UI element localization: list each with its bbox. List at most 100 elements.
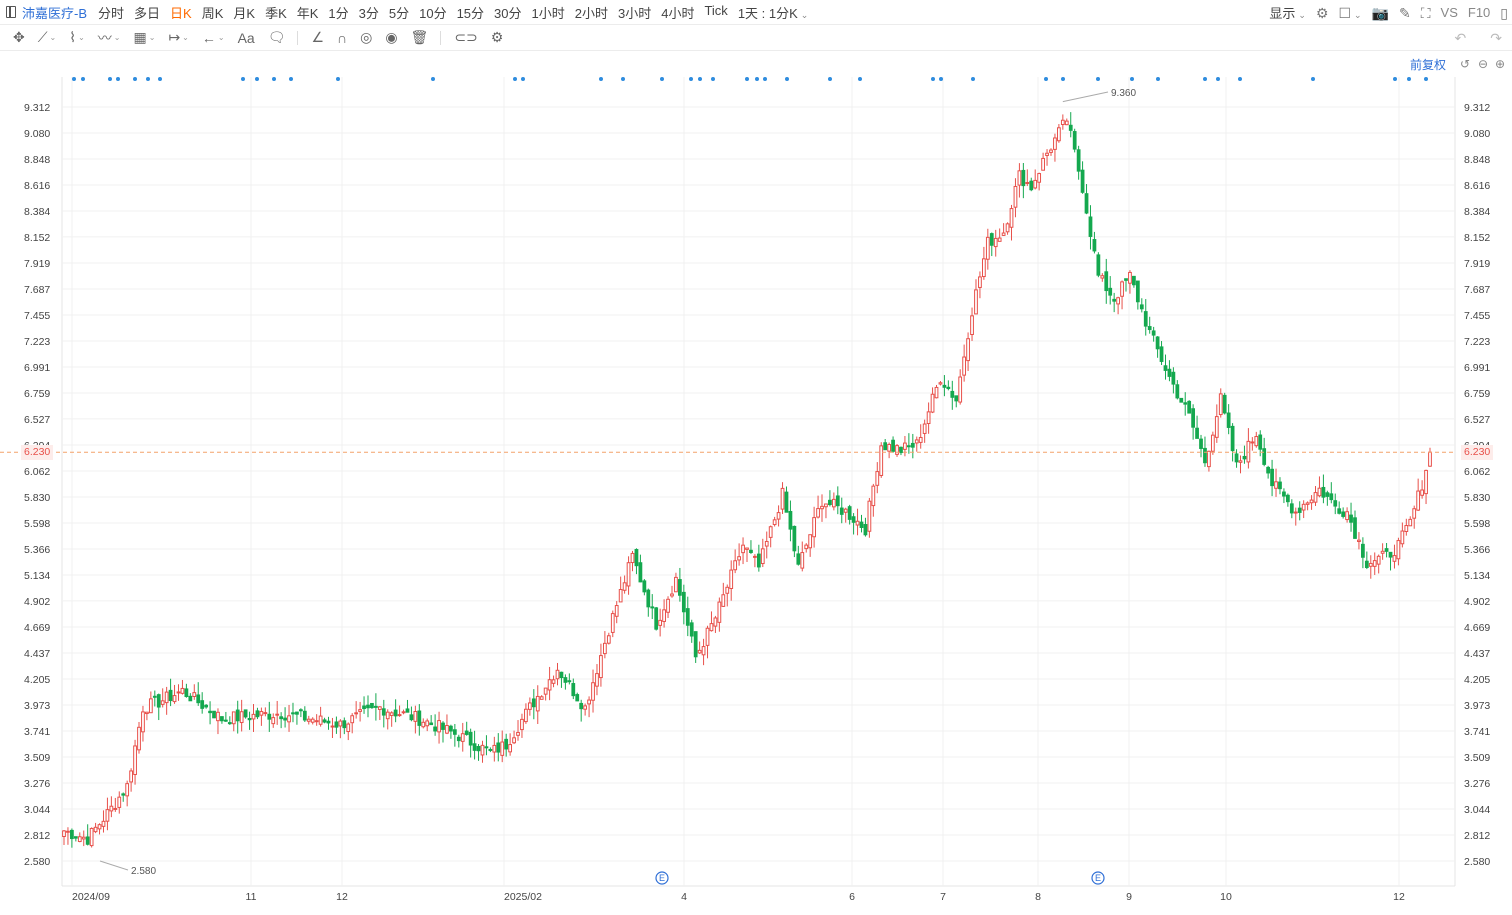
candle-down [1183, 402, 1188, 405]
y-tick-right-16: 5.598 [1464, 518, 1490, 530]
candle-up [1412, 508, 1417, 519]
candle-up [1057, 127, 1061, 142]
move-icon[interactable]: ✥ [13, 29, 25, 45]
y-tick-left-7: 7.687 [24, 284, 50, 296]
period-tab-17[interactable]: Tick [704, 2, 728, 18]
comment-icon[interactable]: 🗨 [267, 29, 286, 45]
redo-icon[interactable]: ↷ [1490, 29, 1502, 46]
period-tab-3[interactable]: 周K [201, 5, 224, 21]
y-tick-left-28: 2.812 [24, 830, 50, 842]
text-tool-icon[interactable]: Aa [237, 29, 255, 46]
signal-marker [1203, 77, 1207, 81]
candle-down [156, 694, 161, 708]
candle-up [105, 809, 110, 822]
period-tab-2[interactable]: 日K [170, 5, 192, 21]
fib-tool-icon[interactable]: ▦ ⌄ [133, 29, 156, 45]
candle-down [839, 507, 844, 515]
period-tab-11[interactable]: 15分 [456, 5, 485, 21]
x-tick-7: 8 [1035, 891, 1041, 903]
vs-compare-button[interactable]: VS [1440, 5, 1458, 20]
link-icon[interactable]: ⊂⊃ [454, 29, 478, 45]
candle-up [930, 393, 935, 413]
candle-down [1021, 169, 1026, 187]
candle-down [531, 698, 536, 708]
pen-icon[interactable]: ∠ [311, 29, 325, 45]
magnet-icon[interactable]: ∩ [337, 29, 348, 46]
period-tab-8[interactable]: 3分 [358, 5, 379, 21]
candle-up [117, 796, 122, 808]
camera-icon[interactable]: 📷 [1371, 4, 1389, 21]
symbol-name[interactable]: 沛嘉医疗-B [22, 5, 88, 21]
trash-icon[interactable]: 🗑 [410, 29, 429, 45]
event-badge-icon[interactable]: E [1091, 871, 1105, 885]
candle-down [1222, 394, 1227, 414]
candle-down [1384, 548, 1389, 552]
event-badge-icon[interactable]: E [655, 871, 669, 885]
candle-up [306, 718, 311, 722]
display-menu[interactable]: 显示 ⌄ [1269, 6, 1306, 21]
f10-button[interactable]: F10 [1467, 5, 1491, 20]
signal-marker [1424, 77, 1428, 81]
candle-down [1199, 438, 1203, 449]
candle-up [89, 827, 94, 847]
period-tab-14[interactable]: 2小时 [574, 5, 608, 21]
period-tab-16[interactable]: 4小时 [661, 5, 695, 21]
zoom-out-icon[interactable]: ⊖ [1478, 57, 1489, 71]
candle-down [223, 719, 228, 722]
candle-down [1068, 124, 1073, 131]
candle-up [630, 552, 635, 564]
interval-select[interactable]: 1天 : 1分K ⌄ [737, 5, 809, 21]
period-tab-10[interactable]: 10分 [419, 5, 447, 21]
undo-icon[interactable]: ↶ [1454, 29, 1467, 46]
candle-up [1218, 393, 1223, 416]
reset-icon[interactable]: ↺ [1460, 57, 1471, 71]
sidebar-toggle-icon[interactable] [6, 6, 16, 18]
period-tab-12[interactable]: 30分 [494, 5, 522, 21]
signal-marker [745, 77, 749, 81]
period-tab-6[interactable]: 年K [296, 5, 319, 21]
period-tab-9[interactable]: 5分 [388, 5, 410, 21]
candle-down [642, 580, 647, 593]
fullscreen-icon[interactable]: ⛶ [1420, 4, 1431, 21]
period-tab-15[interactable]: 3小时 [617, 5, 652, 21]
zoom-in-icon[interactable]: ⊕ [1495, 57, 1506, 71]
pencil-icon[interactable]: ✎ [1398, 4, 1411, 21]
signal-marker [785, 77, 789, 81]
candle-down [326, 720, 331, 724]
candle-down [212, 710, 216, 719]
arrow-tool-icon[interactable]: ← ⌄ [201, 29, 225, 46]
panel-toggle-icon[interactable]: ▯ [1500, 4, 1508, 21]
settings-icon[interactable]: ⚙ [490, 29, 504, 45]
candle-up [508, 744, 513, 753]
eye-icon[interactable]: ◎ [360, 29, 373, 45]
candle-up [871, 485, 876, 507]
candle-up [1400, 530, 1405, 545]
line-tool-icon[interactable]: ⟋ ⌄ [37, 29, 57, 45]
measure-tool-icon[interactable]: ↦ ⌄ [168, 29, 189, 45]
settings-icon[interactable]: ⚙ [1315, 4, 1329, 21]
candle-up [985, 236, 990, 260]
lock-icon[interactable]: ◉ [385, 29, 398, 45]
candle-up [914, 439, 919, 444]
candle-up [137, 726, 141, 751]
candle-down [220, 716, 224, 722]
candle-down [689, 622, 694, 637]
period-tab-4[interactable]: 月K [233, 5, 256, 21]
signal-marker [108, 77, 112, 81]
candle-up [614, 605, 619, 617]
period-tab-5[interactable]: 季K [265, 5, 287, 21]
period-tab-1[interactable]: 多日 [134, 5, 161, 21]
period-tab-7[interactable]: 1分 [328, 5, 349, 21]
candlestick-chart[interactable]: 9.312 9.312 9.080 9.080 8.848 8.848 8.616 8.616… [0, 51, 1512, 915]
candle-up [377, 706, 382, 710]
adjustment-label[interactable]: 前复权 [1410, 58, 1447, 72]
candle-up [887, 443, 892, 452]
candle-down [1175, 384, 1180, 399]
wave-tool-icon[interactable]: 〰 ⌄ [97, 29, 121, 46]
layout-icon[interactable]: ☐ ⌄ [1338, 4, 1362, 21]
period-tab-0[interactable]: 分时 [98, 5, 125, 21]
x-tick-4: 4 [681, 891, 687, 903]
candle-down [1242, 455, 1247, 460]
period-tab-13[interactable]: 1小时 [531, 5, 565, 21]
ray-tool-icon[interactable]: ⌇ ⌄ [69, 29, 85, 45]
